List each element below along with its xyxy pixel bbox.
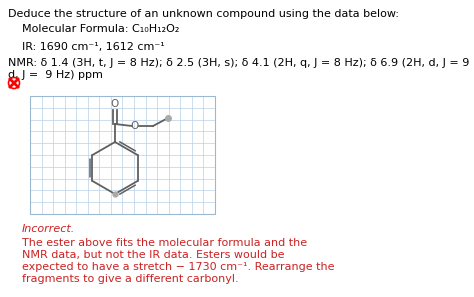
Text: expected to have a stretch − 1730 cm⁻¹. Rearrange the: expected to have a stretch − 1730 cm⁻¹. … — [22, 262, 335, 272]
Bar — [30, 96, 215, 214]
Text: The ester above fits the molecular formula and the: The ester above fits the molecular formu… — [22, 238, 307, 248]
Text: NMR data, but not the IR data. Esters would be: NMR data, but not the IR data. Esters wo… — [22, 250, 284, 260]
Text: Molecular Formula: C₁₀H₁₂O₂: Molecular Formula: C₁₀H₁₂O₂ — [22, 24, 179, 34]
Text: O: O — [111, 99, 119, 109]
Text: d, J =  9 Hz) ppm: d, J = 9 Hz) ppm — [8, 70, 103, 80]
Text: Incorrect.: Incorrect. — [22, 224, 75, 234]
Text: O: O — [131, 121, 139, 131]
Text: IR: 1690 cm⁻¹, 1612 cm⁻¹: IR: 1690 cm⁻¹, 1612 cm⁻¹ — [22, 42, 165, 52]
Bar — [30, 96, 215, 214]
Text: NMR: δ 1.4 (3H, t, J = 8 Hz); δ 2.5 (3H, s); δ 4.1 (2H, q, J = 8 Hz); δ 6.9 (2H,: NMR: δ 1.4 (3H, t, J = 8 Hz); δ 2.5 (3H,… — [8, 58, 474, 68]
Text: fragments to give a different carbonyl.: fragments to give a different carbonyl. — [22, 274, 238, 284]
Text: Deduce the structure of an unknown compound using the data below:: Deduce the structure of an unknown compo… — [8, 9, 399, 19]
